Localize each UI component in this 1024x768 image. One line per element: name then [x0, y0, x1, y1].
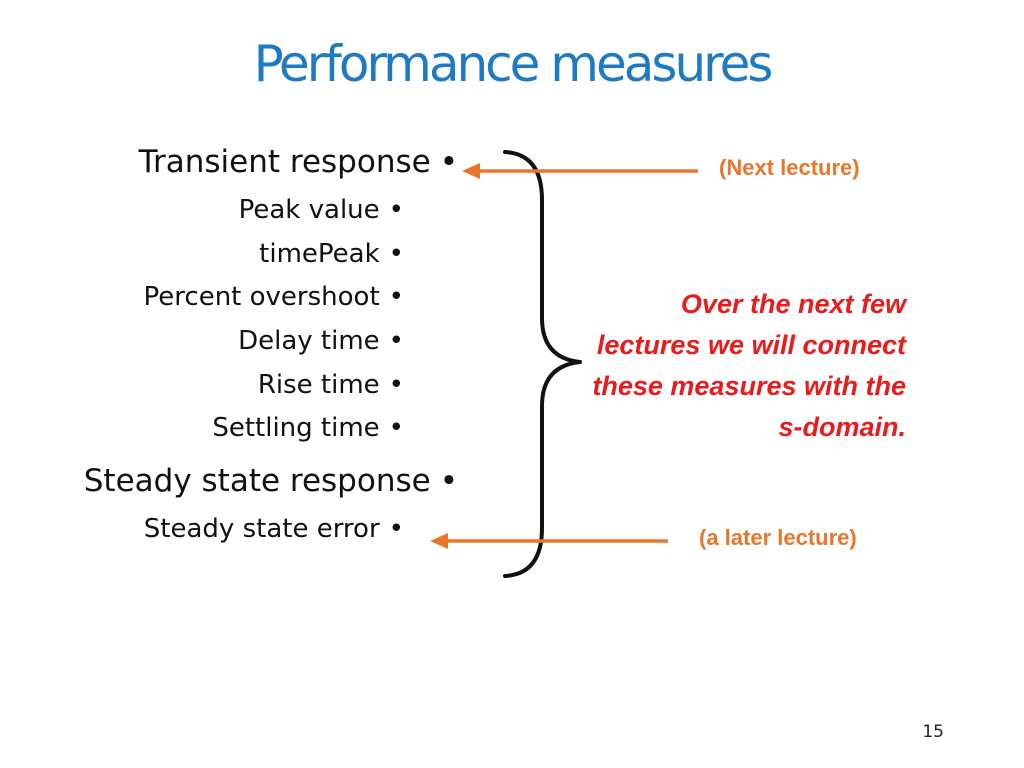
bullet-dot: • — [388, 239, 404, 269]
bullet-text: Transient response — [138, 144, 431, 180]
arrow-left-icon — [462, 163, 698, 179]
bullet-transient-response: Transient response • — [139, 144, 458, 180]
curly-brace-icon — [503, 150, 582, 578]
bullet-dot: • — [388, 370, 404, 400]
bullet-percent-overshoot: Percent overshoot • — [144, 282, 404, 312]
arrow-left-icon — [430, 533, 668, 549]
bullet-dot: • — [388, 195, 404, 225]
bullet-rise-time: Rise time • — [258, 370, 404, 400]
bullet-text: Delay time — [238, 326, 380, 356]
summary-text: Over the next few lectures we will conne… — [592, 289, 906, 442]
bullet-dot: • — [388, 514, 404, 544]
bullet-delay-time: Delay time • — [238, 326, 404, 356]
bullet-text: Peak value — [238, 195, 380, 225]
bullet-timepeak: timePeak • — [259, 239, 404, 269]
bullet-dot: • — [388, 282, 404, 312]
bullet-settling-time: Settling time • — [212, 413, 404, 443]
bullet-text: Percent overshoot — [143, 282, 380, 312]
bullet-text: timePeak — [259, 239, 380, 269]
bullet-steady-state-error: Steady state error • — [144, 514, 404, 544]
bullet-text: Steady state error — [143, 514, 380, 544]
next-lecture-note: (Next lecture) — [719, 155, 860, 180]
bullet-peak-value: Peak value • — [239, 195, 404, 225]
bullet-text: Settling time — [212, 413, 380, 443]
bullet-text: Rise time — [257, 370, 380, 400]
page-number: 15 — [922, 722, 944, 742]
bullet-dot: • — [439, 463, 458, 499]
bullet-dot: • — [439, 144, 458, 180]
slide-title: Performance measures — [253, 35, 774, 93]
bullet-text: Steady state response — [83, 463, 431, 499]
bullet-dot: • — [388, 326, 404, 356]
later-lecture-note: (a later lecture) — [699, 525, 857, 550]
bullet-steady-state-response: Steady state response • — [84, 463, 458, 499]
bullet-dot: • — [388, 413, 404, 443]
